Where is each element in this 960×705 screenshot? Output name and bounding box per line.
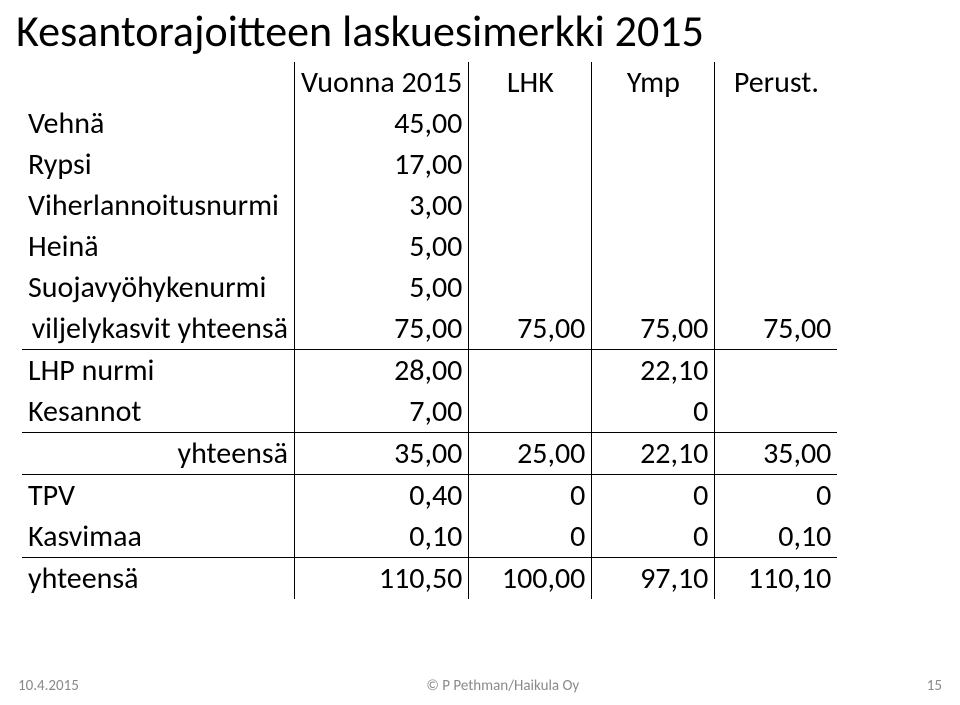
table-row: Heinä5,00 <box>22 226 837 267</box>
footer-date: 10.4.2015 <box>18 677 79 695</box>
row-value: 22,10 <box>592 350 715 392</box>
row-value <box>592 226 715 267</box>
row-sub: 28,00 <box>295 350 469 392</box>
row-value: 0 <box>715 475 838 517</box>
row-value <box>715 391 838 433</box>
row-value: 75,00 <box>592 308 715 350</box>
row-value <box>469 391 592 433</box>
slide-footer: 10.4.2015 © P Pethman/Haikula Oy 15 <box>18 677 942 695</box>
table-row: viljelykasvit yhteensä75,0075,0075,0075,… <box>22 308 837 350</box>
row-label: LHP nurmi <box>22 350 295 392</box>
data-table: Vuonna 2015 LHK Ymp Perust. Vehnä45,00Ry… <box>22 62 837 599</box>
row-value: 0 <box>592 516 715 558</box>
table-row: TPV0,40000 <box>22 475 837 517</box>
row-sub: 5,00 <box>295 267 469 308</box>
row-label: Heinä <box>22 226 295 267</box>
row-value: 25,00 <box>469 433 592 475</box>
table-row: Vehnä45,00 <box>22 103 837 144</box>
row-value <box>469 103 592 144</box>
table-row: Viherlannoitusnurmi3,00 <box>22 185 837 226</box>
table-row: LHP nurmi28,00 22,10 <box>22 350 837 392</box>
row-label: Viherlannoitusnurmi <box>22 185 295 226</box>
row-value: 35,00 <box>715 433 838 475</box>
table-row: yhteensä35,0025,0022,1035,00 <box>22 433 837 475</box>
row-value <box>715 267 838 308</box>
row-value: 0 <box>592 475 715 517</box>
row-label: Vehnä <box>22 103 295 144</box>
row-value: 110,10 <box>715 558 838 600</box>
row-value <box>715 185 838 226</box>
row-label: Kesannot <box>22 391 295 433</box>
col-header-ymp: Ymp <box>592 62 715 103</box>
row-label: viljelykasvit yhteensä <box>22 308 295 350</box>
row-value: 97,10 <box>592 558 715 600</box>
row-value: 0 <box>469 516 592 558</box>
row-label: yhteensä <box>22 558 295 600</box>
row-sub: 35,00 <box>295 433 469 475</box>
row-value <box>469 267 592 308</box>
row-sub: 3,00 <box>295 185 469 226</box>
footer-page-number: 15 <box>927 677 942 695</box>
row-value <box>592 144 715 185</box>
row-value <box>469 350 592 392</box>
row-value <box>469 144 592 185</box>
row-value: 0 <box>592 391 715 433</box>
row-sub: 7,00 <box>295 391 469 433</box>
table-row: Rypsi17,00 <box>22 144 837 185</box>
table-row: Kasvimaa0,10000,10 <box>22 516 837 558</box>
col-header-perust: Perust. <box>715 62 838 103</box>
row-value <box>715 144 838 185</box>
row-label: TPV <box>22 475 295 517</box>
row-value: 0 <box>469 475 592 517</box>
row-value: 22,10 <box>592 433 715 475</box>
table-row: Suojavyöhykenurmi5,00 <box>22 267 837 308</box>
row-value <box>592 267 715 308</box>
row-sub: 75,00 <box>295 308 469 350</box>
row-value <box>715 103 838 144</box>
row-label: Suojavyöhykenurmi <box>22 267 295 308</box>
table-row: Kesannot7,00 0 <box>22 391 837 433</box>
row-value <box>715 350 838 392</box>
row-value <box>715 226 838 267</box>
footer-copyright: © P Pethman/Haikula Oy <box>426 677 579 695</box>
row-value <box>469 185 592 226</box>
row-sub: 17,00 <box>295 144 469 185</box>
row-sub: 45,00 <box>295 103 469 144</box>
row-value <box>469 226 592 267</box>
row-sub: 5,00 <box>295 226 469 267</box>
row-value: 0,10 <box>715 516 838 558</box>
table-header-row: Vuonna 2015 LHK Ymp Perust. <box>22 62 837 103</box>
row-sub: 0,10 <box>295 516 469 558</box>
row-label: Kasvimaa <box>22 516 295 558</box>
row-label: Rypsi <box>22 144 295 185</box>
row-value: 100,00 <box>469 558 592 600</box>
row-sub: 110,50 <box>295 558 469 600</box>
row-value <box>592 185 715 226</box>
table-row: yhteensä110,50100,0097,10110,10 <box>22 558 837 600</box>
col-header-lhk: LHK <box>469 62 592 103</box>
slide-title: Kesantorajoitteen laskuesimerkki 2015 <box>16 4 704 58</box>
row-sub: 0,40 <box>295 475 469 517</box>
row-value: 75,00 <box>715 308 838 350</box>
row-value: 75,00 <box>469 308 592 350</box>
row-value <box>592 103 715 144</box>
col-header-year: Vuonna 2015 <box>295 62 469 103</box>
row-label: yhteensä <box>22 433 295 475</box>
